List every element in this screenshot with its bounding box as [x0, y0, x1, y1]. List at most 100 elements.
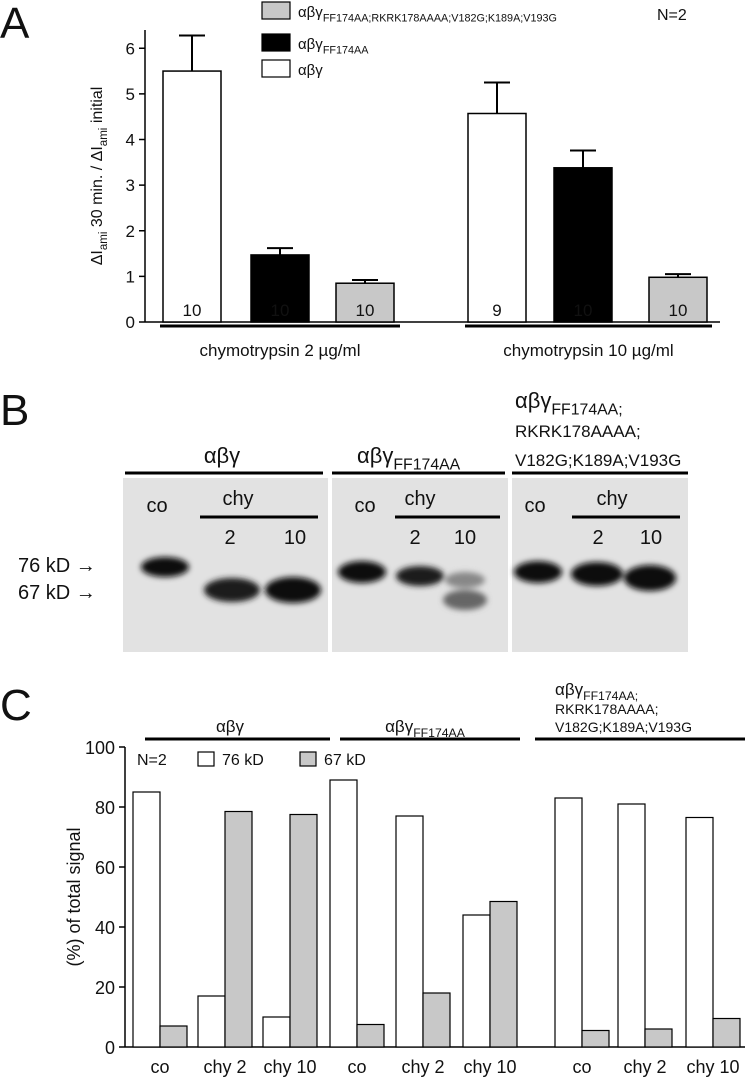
bar — [644, 1028, 673, 1048]
band — [514, 561, 562, 583]
annotation: N=2 — [137, 752, 167, 769]
x-tick-label: chy 10 — [463, 1057, 516, 1077]
label: ΔIami 30 min. / ΔIami initial — [89, 87, 110, 266]
y-tick-label: 6 — [126, 39, 135, 58]
y-tick-label: 60 — [95, 858, 115, 878]
bar — [712, 1017, 741, 1048]
label-part: FF174AA — [323, 45, 369, 57]
label-part: αβγ — [357, 443, 393, 468]
bar — [554, 797, 583, 1048]
annotation: N=2 — [657, 7, 687, 24]
lane-label: chy — [222, 488, 253, 510]
label: V182G;K189A;V193G — [515, 451, 681, 470]
lane-label: 2 — [224, 527, 235, 549]
lane-label: co — [354, 495, 375, 517]
label: (%) of total signal — [64, 827, 84, 966]
legend-label: 67 kD — [324, 752, 366, 769]
label-part: ΔI — [89, 250, 106, 265]
band — [571, 562, 623, 586]
band — [265, 577, 321, 603]
label-part: FF174AA — [393, 457, 460, 474]
y-tick-label: 4 — [126, 131, 135, 150]
bar — [250, 254, 310, 323]
y-tick-label: 100 — [85, 738, 115, 758]
y-tick-label: 2 — [126, 222, 135, 241]
lane-label: 10 — [284, 527, 306, 549]
legend-swatch — [261, 1, 291, 20]
n-label: 9 — [492, 301, 501, 320]
label: αβγFF174AA — [357, 443, 461, 474]
legend-swatch — [299, 751, 317, 767]
x-tick-label: chy 2 — [401, 1057, 444, 1077]
label-part: ami — [98, 128, 110, 147]
y-tick-label: 80 — [95, 798, 115, 818]
label: V182G;K189A;V193G — [555, 719, 692, 735]
band — [443, 590, 487, 610]
band — [445, 572, 485, 588]
label-part: αβγ — [298, 36, 323, 53]
band — [204, 578, 260, 602]
label-part: V182G;K189A;V193G — [555, 719, 692, 735]
label-part: initial — [89, 87, 106, 128]
bar — [395, 815, 424, 1048]
lane-label: co — [524, 495, 545, 517]
x-tick-label: chy 2 — [623, 1057, 666, 1077]
x-tick-label: co — [150, 1057, 169, 1077]
y-tick-label: 5 — [126, 85, 135, 104]
label-part: V182G;K189A;V193G — [515, 451, 681, 470]
y-tick-label: 20 — [95, 978, 115, 998]
bar — [335, 282, 395, 323]
legend-label: 76 kD — [222, 752, 264, 769]
bar — [356, 1023, 385, 1048]
legend-swatch — [261, 59, 291, 78]
label-part: 30 min. / ΔI — [89, 146, 106, 231]
label-part: αβγ — [298, 62, 323, 79]
n-label: 10 — [669, 301, 688, 320]
label-part: (%) of total signal — [64, 827, 84, 966]
bar — [262, 1016, 291, 1048]
blot-bands — [141, 557, 676, 610]
label-part: αβγ — [515, 388, 551, 413]
label: αβγFF174AA — [385, 717, 466, 740]
bar — [329, 779, 358, 1048]
lane-label: co — [146, 495, 167, 517]
n-label: 10 — [183, 301, 202, 320]
label-part: FF174AA — [413, 726, 466, 740]
label-part: αβγ — [298, 4, 323, 21]
panel-letter: C — [0, 681, 32, 730]
label: αβγ — [216, 717, 245, 736]
bar — [224, 810, 253, 1048]
panel-letter: A — [0, 0, 30, 48]
bar — [617, 803, 646, 1048]
label: αβγFF174AA; — [555, 680, 638, 703]
bar — [132, 791, 161, 1048]
n-label: 10 — [271, 301, 290, 320]
y-tick-label: 1 — [126, 267, 135, 286]
label-part: αβγ — [204, 443, 240, 468]
bar — [422, 992, 451, 1048]
x-tick-label: chy 10 — [263, 1057, 316, 1077]
n-label: 10 — [574, 301, 593, 320]
label-part: RKRK178AAAA; — [555, 701, 659, 717]
lane-label: 10 — [454, 527, 476, 549]
bar — [289, 813, 318, 1048]
bar — [162, 70, 222, 323]
label-part: FF174AA; — [551, 402, 622, 419]
label-part: FF174AA;RKRK178AAAA;V182G;K189A;V193G — [323, 13, 557, 25]
label: αβγFF174AA; — [515, 388, 623, 419]
lane-label: 2 — [592, 527, 603, 549]
label: RKRK178AAAA; — [555, 701, 659, 717]
label: αβγFF174AA;RKRK178AAAA;V182G;K189A;V193G — [298, 4, 557, 25]
x-tick-label: chy 2 — [203, 1057, 246, 1077]
x-tick-label: chymotrypsin 10 µg/ml — [503, 341, 673, 360]
x-tick-label: co — [572, 1057, 591, 1077]
size-marker: 76 kD → — [18, 555, 96, 577]
legend-swatch — [197, 751, 215, 767]
x-tick-label: co — [347, 1057, 366, 1077]
bar — [489, 900, 518, 1048]
bar — [462, 914, 491, 1048]
legend-swatch — [261, 33, 291, 52]
lane-label: chy — [404, 488, 435, 510]
